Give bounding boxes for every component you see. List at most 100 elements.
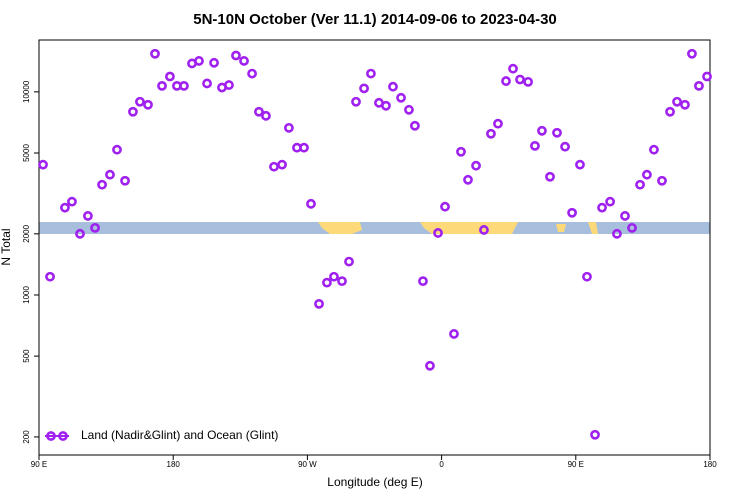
point (702, 71, 712, 82)
point (128, 106, 138, 117)
point (433, 228, 443, 238)
legend-label: Land (Nadir&Glint) and Ocean (Glint) (81, 428, 278, 442)
point (552, 127, 562, 138)
x-tick-label: 90 W (298, 460, 317, 469)
x-tick-label: 0 (439, 460, 444, 469)
point (418, 276, 428, 287)
point (501, 76, 511, 86)
point (239, 56, 249, 66)
point (351, 96, 361, 107)
point (620, 211, 630, 221)
point (83, 211, 93, 221)
chart-title: 5N-10N October (Ver 11.1) 2014-09-06 to … (193, 11, 557, 28)
point (337, 276, 347, 287)
point (694, 80, 704, 91)
y-tick-label: 200 (22, 430, 31, 444)
point (404, 104, 414, 115)
point (67, 196, 77, 207)
point (590, 429, 600, 440)
point (627, 222, 637, 233)
point (224, 80, 234, 90)
point (388, 81, 398, 92)
point (523, 76, 533, 87)
point (269, 161, 279, 172)
y-tick-label: 1000 (22, 286, 31, 304)
point (157, 80, 167, 91)
point (299, 142, 309, 153)
point (440, 201, 450, 212)
point (209, 57, 219, 68)
legend-marker (58, 431, 68, 441)
point (612, 228, 622, 239)
y-tick-label: 500 (22, 349, 31, 363)
point (105, 169, 115, 180)
point (135, 96, 145, 107)
point (486, 128, 496, 139)
point (396, 92, 406, 103)
point (381, 100, 391, 111)
point (515, 74, 525, 85)
y-tick-label: 5000 (22, 144, 31, 162)
point (306, 198, 316, 209)
point (493, 118, 503, 129)
point (635, 179, 645, 190)
point (582, 271, 592, 282)
point (38, 159, 48, 170)
point (649, 144, 659, 155)
point (112, 144, 122, 155)
point (456, 146, 466, 157)
x-axis-label: Longitude (deg E) (327, 475, 422, 489)
point (575, 159, 585, 170)
y-axis-label: N Total (0, 228, 13, 265)
point (344, 256, 354, 267)
point (597, 202, 607, 213)
point (359, 83, 369, 94)
x-tick-label: 180 (703, 460, 717, 469)
point (277, 159, 287, 170)
point (165, 71, 175, 82)
x-tick-label: 180 (167, 460, 181, 469)
point (247, 68, 257, 79)
point (202, 78, 212, 89)
point (479, 225, 489, 235)
plot-frame (38, 39, 711, 456)
point (687, 48, 697, 59)
point (254, 106, 264, 117)
point (680, 99, 690, 110)
point (567, 207, 577, 218)
point (537, 125, 547, 136)
point (90, 222, 100, 233)
point (284, 122, 294, 133)
point (120, 175, 130, 186)
point (60, 202, 70, 213)
point (194, 56, 204, 66)
point (410, 120, 420, 131)
point (463, 174, 473, 185)
point (261, 110, 271, 121)
point (672, 96, 682, 107)
point (545, 171, 555, 182)
point (508, 63, 518, 74)
point (150, 48, 160, 59)
point (231, 50, 241, 61)
point (143, 99, 153, 110)
point (657, 175, 667, 186)
point (366, 68, 376, 79)
point (425, 360, 435, 371)
point (471, 160, 481, 171)
point (75, 228, 85, 239)
y-tick-label: 10000 (22, 80, 31, 103)
point (530, 140, 540, 151)
land-ocean-strip (39, 222, 710, 234)
point (560, 141, 570, 152)
point (45, 271, 55, 282)
point (449, 329, 459, 339)
point (665, 106, 675, 117)
point (322, 277, 332, 288)
point (179, 80, 189, 91)
point (642, 169, 652, 180)
x-tick-label: 90 E (31, 460, 47, 469)
y-tick-label: 2000 (22, 224, 31, 242)
x-tick-label: 90 E (568, 460, 584, 469)
